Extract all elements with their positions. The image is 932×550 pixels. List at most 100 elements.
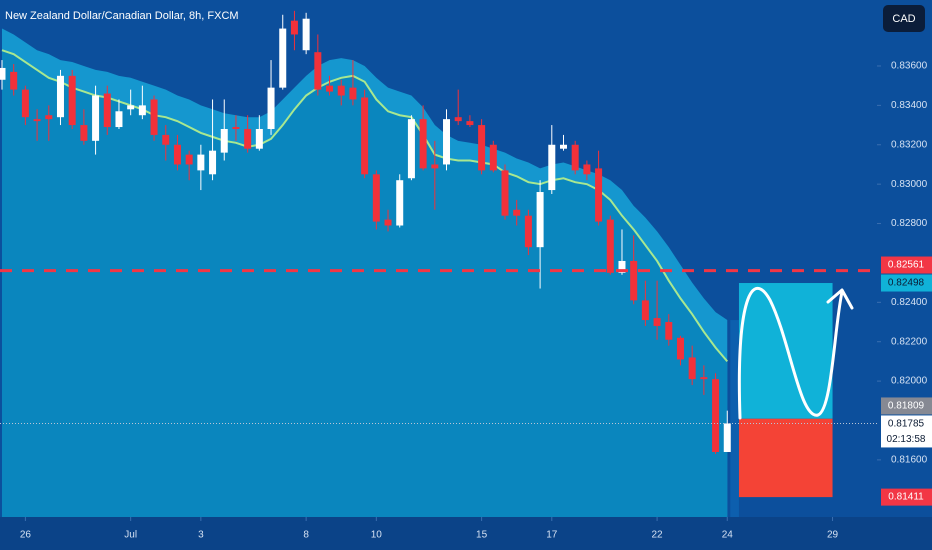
candle-body [244,129,252,149]
candle-body [630,260,638,301]
candle-body [337,85,345,96]
candle-body [443,119,451,165]
candle-body [115,111,123,128]
candle-body [653,318,661,326]
x-tick-label: 29 [827,530,839,541]
candle-body [431,164,439,169]
candle-body [419,119,427,169]
candle-body [396,180,404,226]
candle-body [688,357,696,380]
price-label: 0.81809 [888,401,925,412]
candle-body [501,170,509,216]
candle-body [33,119,41,122]
price-label: 0.81785 [888,419,925,430]
currency-button[interactable]: CAD [883,5,925,32]
x-tick-label: 24 [722,530,734,541]
candle-body [290,20,298,35]
candle-body [21,89,29,118]
position-gap [730,320,739,517]
candle-body [513,209,521,216]
candle-body [372,174,380,222]
candle-body [454,117,462,122]
candle-body [478,125,486,171]
candle-body [641,300,649,321]
candle-body [595,168,603,222]
candle-body [676,337,684,360]
candle-body [127,105,135,110]
candle-body [665,322,673,340]
y-tick-label: 0.82000 [891,376,928,387]
x-tick-label: 22 [652,530,664,541]
y-tick-label: 0.83200 [891,139,928,150]
y-tick-label: 0.82200 [891,336,928,347]
candle-body [536,192,544,248]
currency-label[interactable]: CAD [892,13,915,25]
candle-body [103,93,111,128]
candle-body [162,134,170,145]
candle-body [220,129,228,153]
price-label-bg [881,415,932,448]
candle-body [209,150,217,175]
price-label-bg [881,274,932,292]
chart-title: New Zealand Dollar/Canadian Dollar, 8h, … [5,10,239,22]
y-tick-label: 0.82800 [891,218,928,229]
candle-body [361,97,369,175]
candle-body [232,127,240,130]
price-label-bg [881,397,932,415]
stop-zone [738,418,833,498]
price-label: 0.82498 [888,278,925,289]
candle-body [618,260,626,273]
plot-area [0,10,881,518]
x-tick-label: 8 [303,530,309,541]
candle-body [489,144,497,171]
candle-body [197,154,205,171]
candle-body [92,95,100,141]
candle-body [606,219,614,273]
candle-body [56,75,64,118]
x-axis-band [0,517,932,550]
candle-body [267,87,275,130]
x-tick-label: Jul [124,530,137,541]
candle-body [10,71,18,90]
y-tick-label: 0.83000 [891,179,928,190]
candle-body [571,144,579,171]
candle-body [138,105,146,116]
price-label: 0.82561 [888,260,925,271]
price-label-bg [881,488,932,506]
x-tick-label: 26 [20,530,32,541]
candle-body [524,215,532,248]
y-tick-label: 0.83400 [891,100,928,111]
candle-body [279,28,287,88]
candle-body [700,377,708,380]
candle-body [723,423,731,453]
candle-body [349,87,357,100]
candle-body [548,144,556,191]
y-tick-label: 0.83600 [891,61,928,72]
y-tick-label: 0.82400 [891,297,928,308]
candle-body [45,115,53,120]
price-label-bg [881,256,932,274]
candle-body [559,144,567,149]
candle-body [384,219,392,226]
countdown: 02:13:58 [887,434,926,445]
candle-body [68,75,76,126]
candle-body [407,119,415,179]
candle-body [150,99,158,135]
drawn-arrow [737,286,854,420]
candle-body [0,67,6,80]
currency-button-bg[interactable] [883,5,925,32]
candle-body [583,164,591,175]
candle-body [302,18,310,51]
ma-area [1,50,728,517]
x-tick-label: 10 [371,530,383,541]
x-tick-label: 3 [198,530,204,541]
target-zone [738,283,833,419]
price-label: 0.81411 [888,492,924,503]
x-tick-label: 17 [546,530,558,541]
candle-body [80,125,88,141]
y-tick-label: 0.81600 [891,455,928,466]
candle-body [712,379,720,453]
candle-body [185,154,193,165]
